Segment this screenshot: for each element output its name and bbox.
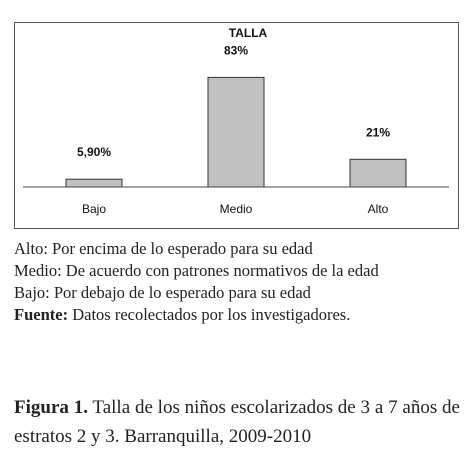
bar-bajo (65, 178, 123, 188)
figure-caption: Figura 1. Talla de los niños escolarizad… (14, 393, 460, 451)
category-label-alto: Alto (368, 202, 389, 216)
chart-notes: Alto: Por encima de lo esperado para su … (14, 238, 460, 326)
data-label-medio: 83% (224, 43, 248, 57)
data-label-alto: 21% (366, 125, 390, 139)
bar-medio (207, 76, 265, 188)
category-label-medio: Medio (220, 202, 253, 216)
chart-frame: TALLA 5,90% Bajo 83% Medio 21% Alto (14, 22, 459, 229)
caption-text: Talla de los niños escolarizados de 3 a … (14, 397, 460, 447)
chart-title: TALLA (229, 26, 268, 40)
note-fuente: Fuente: Datos recolectados por los inves… (14, 304, 460, 326)
bar-chart: TALLA 5,90% Bajo 83% Medio 21% Alto (23, 26, 449, 216)
data-label-bajo: 5,90% (77, 145, 111, 159)
fuente-label: Fuente: (14, 305, 69, 324)
note-medio: Medio: De acuerdo con patrones normativo… (14, 261, 379, 280)
caption-label: Figura 1. (14, 397, 88, 418)
bar-alto (349, 158, 407, 188)
note-bajo: Bajo: Por debajo de lo esperado para su … (14, 283, 311, 302)
note-alto: Alto: Por encima de lo esperado para su … (14, 239, 313, 258)
category-label-bajo: Bajo (82, 202, 106, 216)
fuente-text: Datos recolectados por los investigadore… (68, 305, 351, 324)
